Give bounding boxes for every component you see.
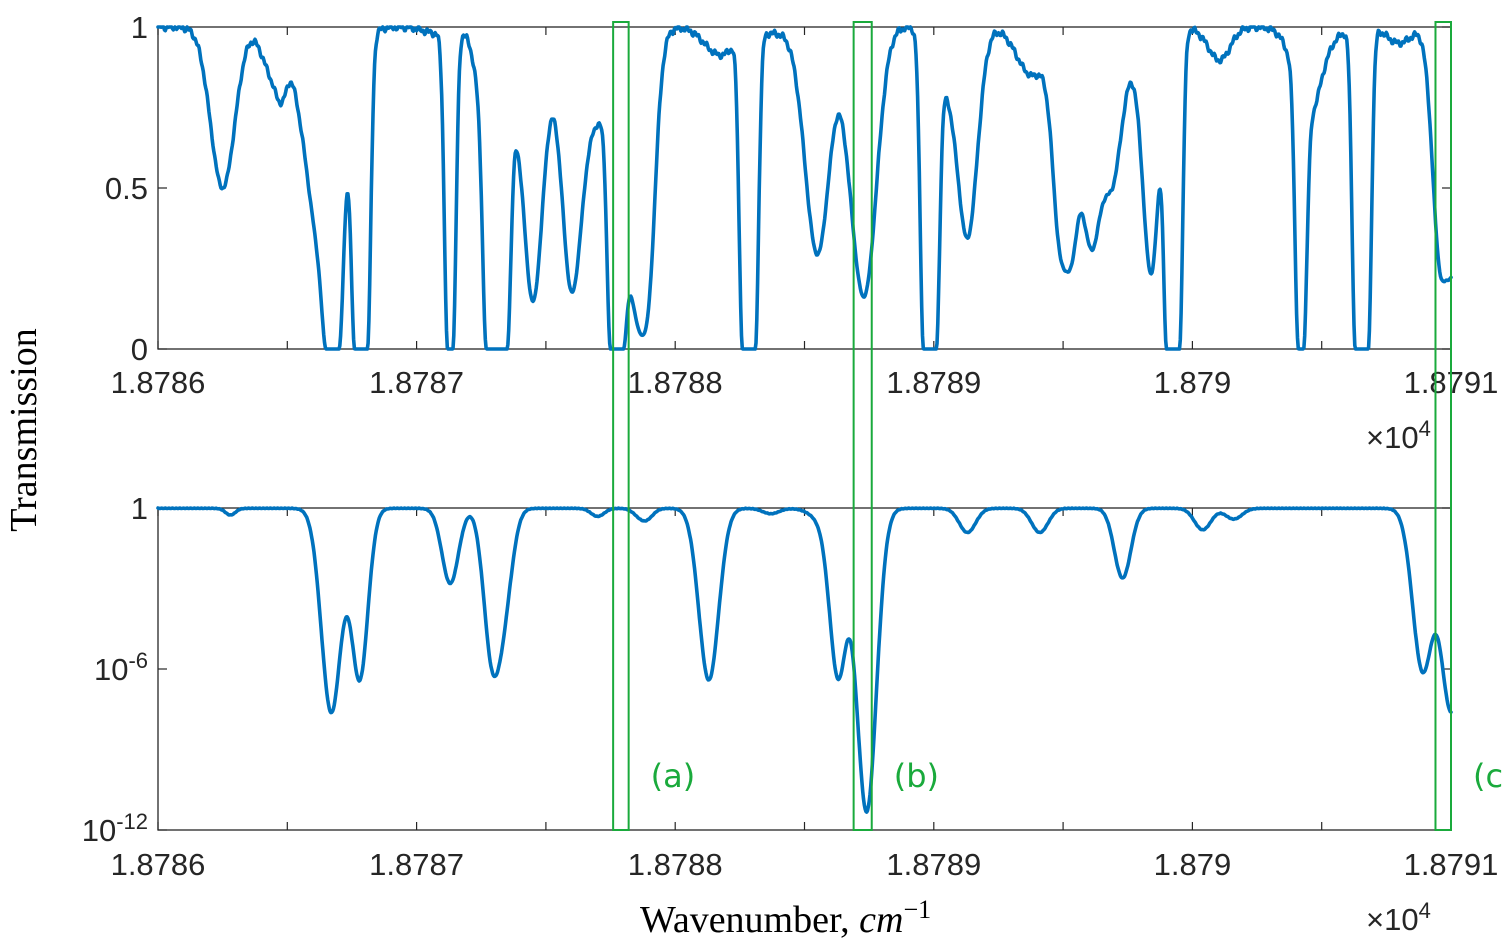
- x-axis-title: Wavenumber, cm−1: [640, 895, 931, 941]
- y-tick-label: 0.5: [105, 171, 148, 206]
- x-tick-label: 1.8788: [628, 847, 723, 882]
- x-tick-label: 1.8789: [886, 365, 981, 400]
- y-axis-title: Transmission: [3, 328, 45, 531]
- highlight-box: [612, 21, 630, 831]
- bottom-axes-frame: [157, 507, 1452, 831]
- y-tick-label: 1: [131, 10, 148, 45]
- x-tick-label: 1.8791: [1404, 847, 1499, 882]
- y-tick-label: 0: [131, 332, 148, 367]
- y-tick-label: 1: [131, 491, 148, 526]
- highlight-box: [852, 21, 873, 831]
- top-series-line: [156, 25, 1453, 351]
- top-panel: 1.8786 1.8787 1.8788 1.8789 1.879 1.879100.51…: [105, 10, 1499, 455]
- x-tick-label: 1.8786: [111, 365, 206, 400]
- bottom-x-multiplier: ×104: [1366, 898, 1431, 937]
- bottom-ticks: 1.8786 1.8787 1.8788 1.8789 1.879 1.8791 1 10-6…: [82, 491, 1499, 882]
- y-tick-label: 10-12: [82, 809, 148, 848]
- highlight-box: [1434, 21, 1453, 831]
- x-tick-label: 1.879: [1154, 847, 1232, 882]
- bottom-series-line: [156, 506, 1453, 814]
- x-tick-label: 1.8788: [628, 365, 723, 400]
- annotation-label: (c): [1473, 757, 1502, 795]
- x-tick-label: 1.8787: [369, 847, 464, 882]
- x-tick-label: 1.8787: [369, 365, 464, 400]
- annotation-label: (a): [651, 757, 696, 795]
- bottom-panel: 1.8786 1.8787 1.8788 1.8789 1.879 1.8791 1 10-6…: [82, 491, 1499, 937]
- x-tick-label: 1.8789: [886, 847, 981, 882]
- annotations: (a) (b) (c): [612, 21, 1502, 831]
- x-tick-label: 1.879: [1154, 365, 1232, 400]
- y-tick-label: 10-6: [94, 648, 148, 687]
- annotation-label: (b): [894, 757, 939, 795]
- top-x-multiplier: ×104: [1366, 416, 1431, 455]
- x-tick-label: 1.8786: [111, 847, 206, 882]
